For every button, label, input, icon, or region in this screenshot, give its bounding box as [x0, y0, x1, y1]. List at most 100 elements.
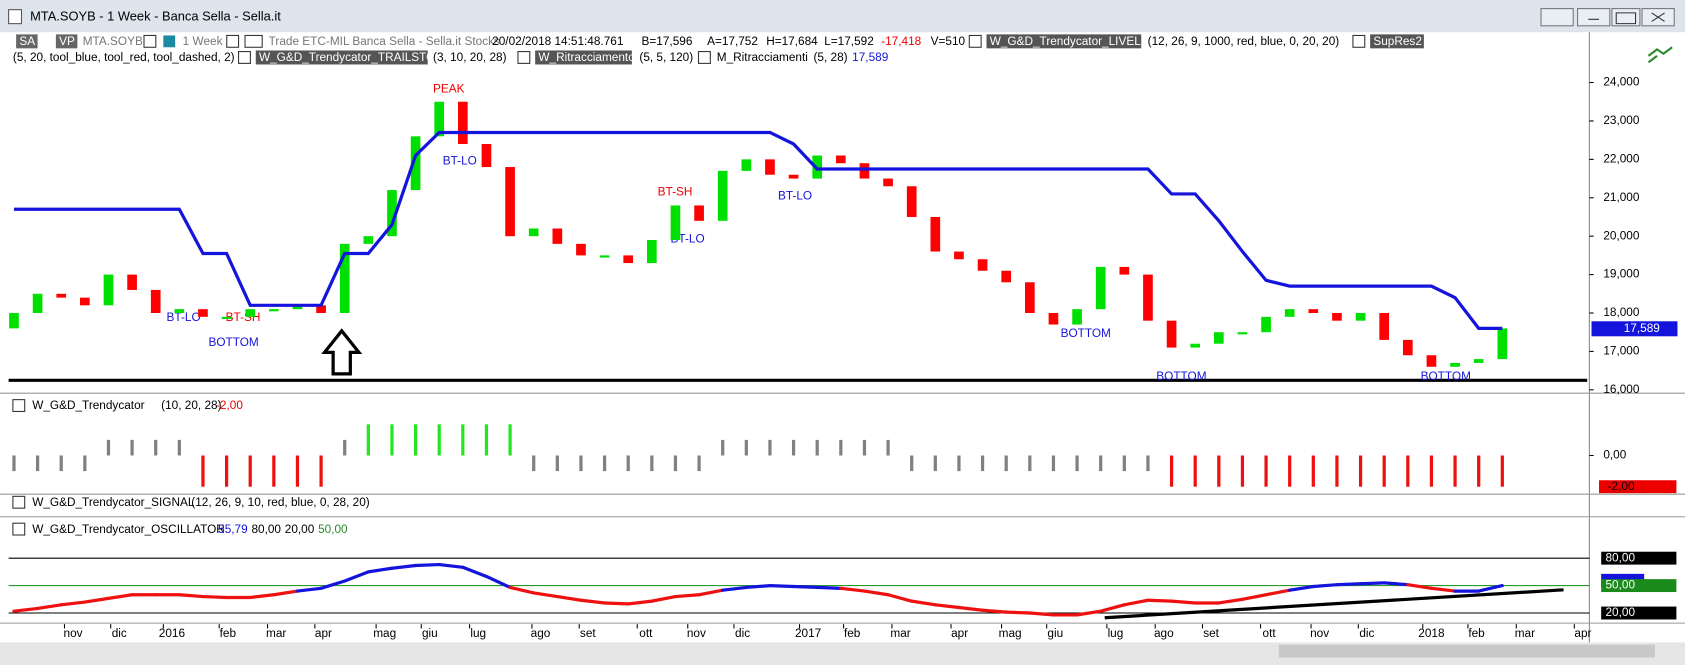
remove-indicator[interactable]	[517, 51, 531, 64]
trend-bar	[862, 439, 867, 456]
volume: V=510	[931, 34, 966, 48]
osc-segment	[1169, 599, 1197, 605]
y-tick-label: 22,000	[1603, 151, 1640, 165]
trend-bar	[1217, 455, 1221, 487]
osc-segment	[697, 588, 725, 597]
annotation: PEAK	[433, 81, 465, 95]
indicator-params: (5, 28)	[813, 50, 847, 64]
osc-segment	[957, 605, 985, 612]
trend-bar	[248, 455, 252, 487]
dropdown[interactable]	[244, 34, 263, 48]
trend-bar	[1051, 455, 1056, 472]
x-tick-label: dic	[735, 626, 750, 640]
candle	[363, 236, 374, 244]
btn-options[interactable]	[1540, 8, 1574, 27]
trend-bar	[1004, 455, 1008, 472]
osc-segment	[295, 586, 323, 593]
x-tick-label: mar	[890, 626, 910, 640]
remove-indicator[interactable]	[12, 399, 26, 412]
title-bar	[0, 0, 1685, 33]
remove-indicator[interactable]	[12, 522, 26, 536]
window-icon	[8, 9, 23, 25]
indicator-name: M_Ritracciamenti	[717, 50, 808, 64]
trend-bar	[1028, 455, 1032, 472]
scrollbar[interactable]	[0, 642, 1685, 665]
x-tick-label: feb	[844, 626, 861, 640]
panel-params: (12, 26, 9, 10, red, blue, 0, 28, 20)	[191, 495, 369, 509]
indicator-box[interactable]	[986, 34, 1142, 49]
candle	[245, 309, 256, 317]
dropdown[interactable]	[143, 34, 157, 48]
dropdown[interactable]	[226, 34, 240, 48]
low: L=17,592	[824, 34, 874, 48]
osc-segment	[437, 562, 465, 569]
trend-bar	[1264, 455, 1268, 487]
y-tick-label: 18,000	[1603, 305, 1640, 319]
trend-bar	[366, 424, 370, 456]
btn-minimize[interactable]	[1577, 8, 1611, 27]
osc-segment	[1477, 583, 1504, 593]
annotation: BT-LO	[778, 189, 812, 203]
x-tick-label: apr	[951, 626, 968, 640]
trend-bar	[201, 455, 205, 487]
trend-bar	[815, 439, 819, 456]
tool-icon[interactable]	[1647, 46, 1673, 64]
remove-indicator[interactable]	[697, 51, 711, 64]
x-tick-label: apr	[1574, 626, 1591, 640]
indicator-box[interactable]	[535, 50, 632, 65]
annotation: BT-LO	[443, 153, 477, 167]
indicator-box[interactable]	[255, 50, 428, 65]
candle	[1402, 339, 1413, 356]
osc-segment	[532, 591, 559, 599]
change: -17,418	[881, 34, 921, 48]
candle	[1284, 309, 1295, 317]
candle	[954, 251, 964, 260]
trend-bar	[390, 424, 394, 456]
trend-bar	[1240, 455, 1245, 487]
info: Trade ETC-MIL Banca Sella - Sella.it Sto…	[269, 34, 500, 48]
candle	[788, 174, 799, 179]
badge-text: SA	[19, 34, 35, 48]
scroll-thumb[interactable]	[1278, 644, 1655, 658]
candle	[1001, 270, 1012, 283]
period-icon[interactable]	[163, 35, 176, 48]
window-glyphs	[1588, 12, 1665, 25]
candle	[1095, 266, 1106, 310]
candle	[103, 274, 114, 306]
remove-indicator[interactable]	[968, 34, 982, 48]
trend-bar	[673, 455, 678, 472]
candle	[80, 297, 90, 306]
osc-segment	[390, 563, 418, 570]
y-tick-label: 80,00	[1605, 550, 1635, 564]
trend-bar	[555, 455, 559, 472]
trend-bar	[1099, 455, 1103, 472]
osc-segment	[862, 589, 890, 597]
remove-indicator[interactable]	[1352, 34, 1366, 48]
panel-level: 20,00	[285, 522, 315, 536]
osc-segment	[484, 574, 512, 590]
trend-bar	[1193, 455, 1197, 487]
badge[interactable]	[55, 34, 78, 49]
trend-bar	[1429, 455, 1434, 487]
trend-bar	[721, 439, 725, 456]
candle	[1355, 313, 1366, 321]
candle	[1261, 316, 1271, 333]
remove-indicator[interactable]	[12, 495, 26, 509]
indicator-params: (12, 26, 9, 1000, red, blue, 0, 20, 20)	[1148, 34, 1340, 48]
osc-segment	[744, 583, 772, 590]
badge[interactable]	[16, 34, 38, 49]
candle	[56, 293, 67, 298]
trend-bar	[343, 439, 347, 456]
x-tick-label: 2016	[159, 626, 186, 640]
indicator-box[interactable]	[1370, 34, 1424, 49]
candle	[576, 243, 586, 256]
panel-level: 80,00	[251, 522, 281, 536]
osc-segment	[1358, 581, 1386, 586]
indicator-name: SupRes2	[1373, 34, 1422, 48]
osc-segment	[272, 589, 300, 597]
remove-indicator[interactable]	[238, 51, 251, 64]
x-tick-label: mag	[999, 626, 1022, 640]
x-tick-label: lug	[470, 626, 486, 640]
y-tick-label: 21,000	[1603, 190, 1640, 204]
